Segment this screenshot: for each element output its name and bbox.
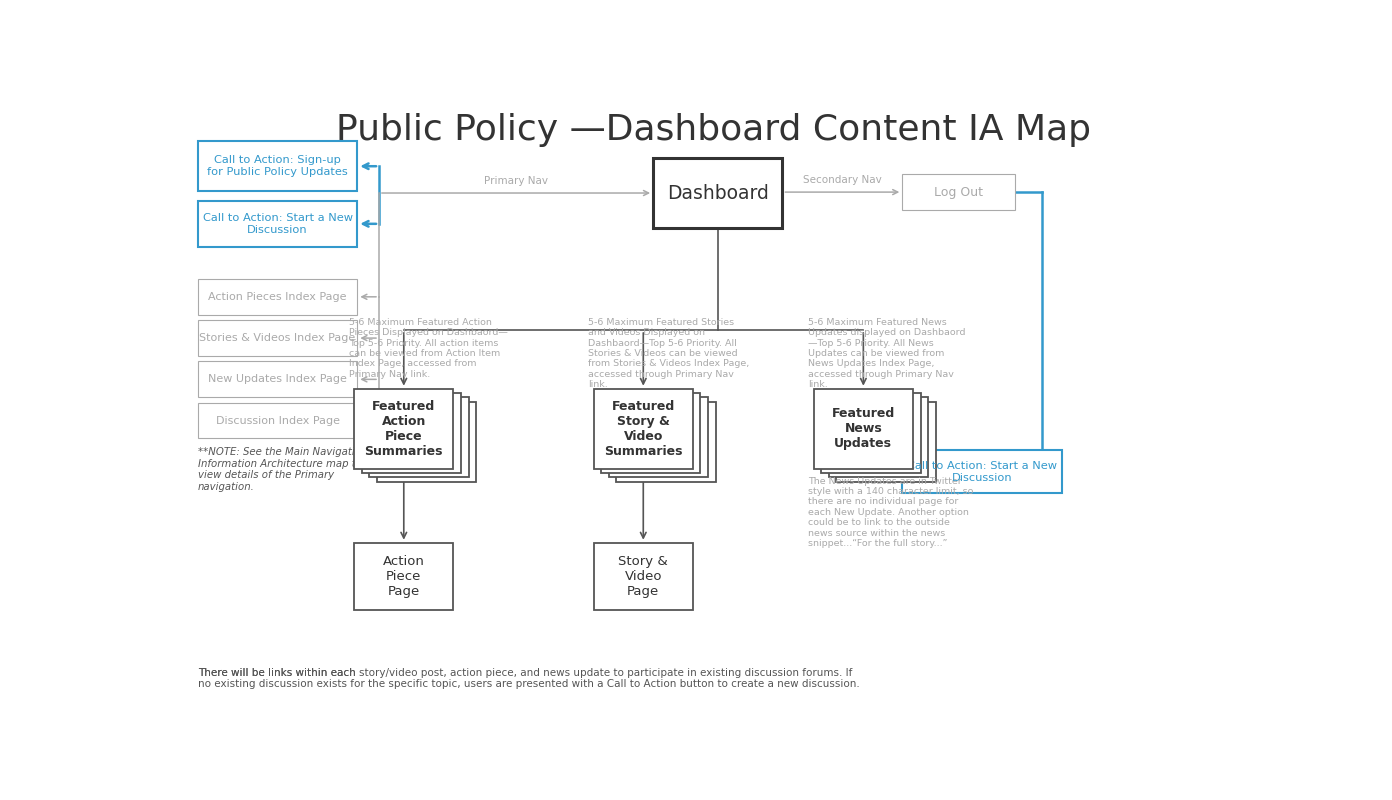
FancyBboxPatch shape [821,393,920,473]
Text: Dashboard: Dashboard [667,183,768,202]
FancyBboxPatch shape [837,402,935,482]
FancyBboxPatch shape [902,174,1015,210]
FancyBboxPatch shape [354,542,454,610]
Text: Stories & Videos Index Page: Stories & Videos Index Page [199,333,356,343]
Text: Primary Nav: Primary Nav [484,176,548,186]
Text: There will be links within each: There will be links within each [198,668,359,678]
Text: Log Out: Log Out [934,186,983,198]
Text: Secondary Nav: Secondary Nav [803,174,881,185]
Text: The News Updates are in Twitter
style with a 140 character limit, so
there are n: The News Updates are in Twitter style wi… [809,477,974,548]
FancyBboxPatch shape [362,393,461,473]
Text: There will be links within each story/video post, action piece, and news update : There will be links within each story/vi… [198,668,859,690]
FancyBboxPatch shape [814,389,913,469]
Text: 5-6 Maximum Featured Action
Pieces Displayed on Dashbaord—
Top 5-6 Priority. All: 5-6 Maximum Featured Action Pieces Displ… [349,318,508,378]
Text: Featured
Action
Piece
Summaries: Featured Action Piece Summaries [365,400,443,458]
FancyBboxPatch shape [593,389,693,469]
FancyBboxPatch shape [608,398,709,478]
FancyBboxPatch shape [653,158,782,229]
FancyBboxPatch shape [828,398,928,478]
Text: Featured
News
Updates: Featured News Updates [832,407,895,450]
Text: New Updates Index Page: New Updates Index Page [209,374,347,384]
FancyBboxPatch shape [369,398,469,478]
Text: Call to Action: Sign-up
for Public Policy Updates: Call to Action: Sign-up for Public Polic… [207,155,348,177]
FancyBboxPatch shape [617,402,715,482]
Text: Call to Action: Start a New
Discussion: Call to Action: Start a New Discussion [908,461,1057,482]
Text: Featured
Story &
Video
Summaries: Featured Story & Video Summaries [604,400,682,458]
FancyBboxPatch shape [198,141,358,191]
FancyBboxPatch shape [601,393,700,473]
FancyBboxPatch shape [198,402,358,438]
Text: Action Pieces Index Page: Action Pieces Index Page [209,292,347,302]
Text: 5-6 Maximum Featured News
Updates displayed on Dashbaord
—Top 5-6 Priority. All : 5-6 Maximum Featured News Updates displa… [809,318,966,389]
Text: Action
Piece
Page: Action Piece Page [383,555,425,598]
FancyBboxPatch shape [198,279,358,314]
FancyBboxPatch shape [593,542,693,610]
FancyBboxPatch shape [198,320,358,356]
Text: Story &
Video
Page: Story & Video Page [618,555,668,598]
Text: Public Policy —Dashboard Content IA Map: Public Policy —Dashboard Content IA Map [335,113,1091,146]
Text: 5-6 Maximum Featured Stories
and Videos Displayed on
Dashbaord—Top 5-6 Priority.: 5-6 Maximum Featured Stories and Videos … [589,318,749,389]
FancyBboxPatch shape [377,402,476,482]
FancyBboxPatch shape [198,362,358,398]
FancyBboxPatch shape [198,201,358,247]
Text: Call to Action: Start a New
Discussion: Call to Action: Start a New Discussion [203,213,352,234]
FancyBboxPatch shape [902,450,1062,494]
FancyBboxPatch shape [354,389,454,469]
Text: **NOTE: See the Main Navigation
Information Architecture map to
view details of : **NOTE: See the Main Navigation Informat… [198,447,367,492]
Text: Discussion Index Page: Discussion Index Page [216,416,340,426]
